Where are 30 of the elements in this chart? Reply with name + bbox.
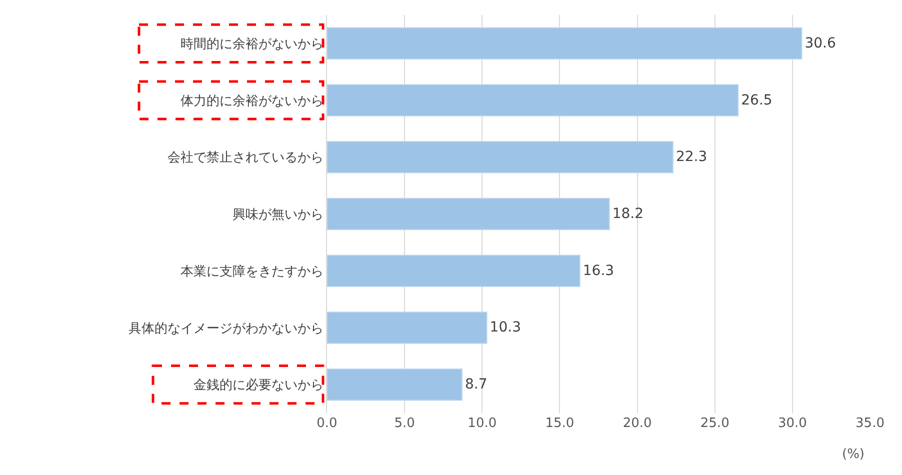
y-tick-label: 興味が無いから	[232, 208, 324, 223]
x-tick-label: 10.0	[468, 416, 497, 431]
x-tick-label: 30.0	[778, 416, 807, 431]
bar	[327, 141, 674, 174]
x-tick-label: 20.0	[622, 416, 652, 431]
bar	[327, 368, 462, 401]
bar	[327, 198, 610, 230]
data-label: 30.6	[804, 35, 836, 52]
data-label: 26.5	[741, 92, 772, 108]
x-tick-label: 15.0	[545, 416, 574, 431]
data-label: 8.7	[464, 376, 488, 393]
x-axis-title: (%)	[842, 447, 864, 462]
y-tick-label: 時間的に余裕がないから	[180, 36, 324, 52]
x-tick-label: 25.0	[700, 416, 730, 431]
y-tick-label: 本業に支障をきたすから	[180, 264, 324, 280]
y-tick-label: 会社で禁止されているから	[167, 150, 324, 166]
bar	[327, 27, 802, 60]
data-label: 18.2	[612, 206, 644, 222]
x-tick-label: 5.0	[394, 416, 415, 431]
bar	[327, 254, 580, 287]
y-tick-label: 金銭的に必要ないから	[193, 378, 324, 394]
x-tick-label: 0.0	[316, 416, 338, 431]
data-label: 16.3	[582, 262, 614, 279]
y-tick-label: 具体的なイメージがわかないから	[128, 321, 324, 336]
data-label: 10.3	[490, 320, 521, 336]
bar	[327, 312, 488, 344]
y-tick-label: 体力的に余裕がないから	[180, 94, 324, 109]
data-label: 22.3	[676, 149, 708, 166]
bar	[327, 84, 739, 116]
x-tick-label: 35.0	[856, 416, 884, 431]
